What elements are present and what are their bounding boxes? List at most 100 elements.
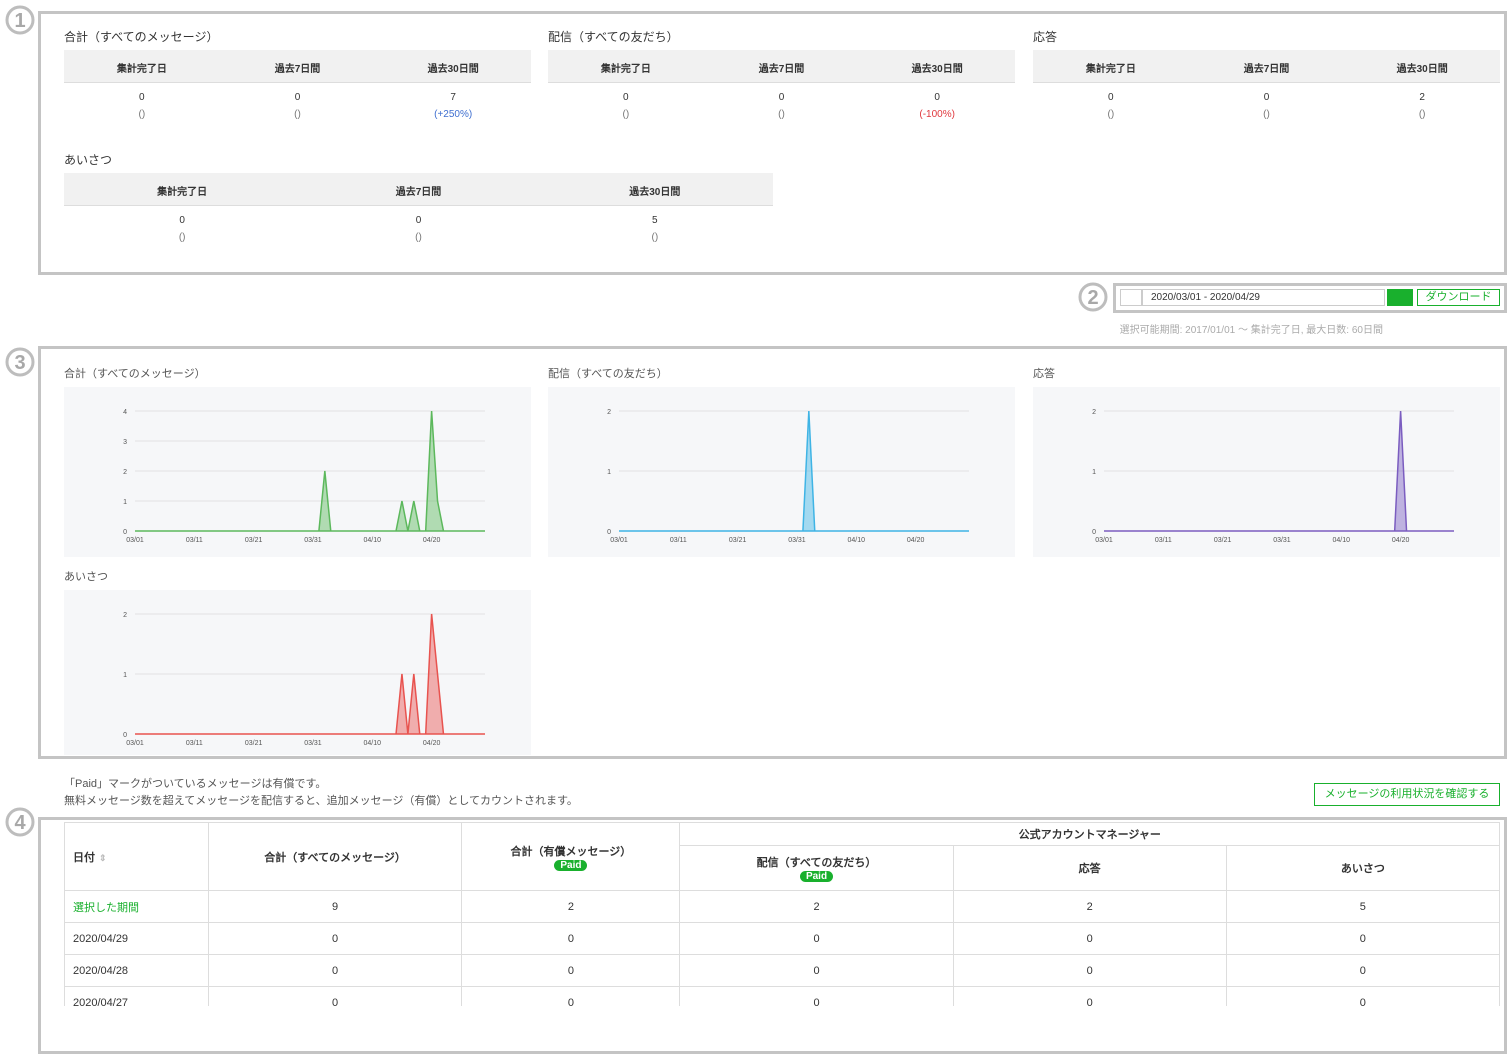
x-tick-label: 03/01: [126, 537, 144, 544]
summary-header: 過去30日間: [629, 187, 681, 198]
x-tick-label: 03/01: [610, 537, 628, 544]
x-tick-label: 03/31: [304, 740, 322, 747]
column-header: 応答: [952, 845, 1227, 891]
summary-value: 0: [179, 215, 185, 226]
y-tick-label: 0: [123, 732, 127, 739]
y-tick-label: 1: [607, 469, 611, 476]
summary-value: 0: [1108, 92, 1114, 103]
table-cell: 0: [952, 986, 1227, 1006]
table-cell: 0: [1225, 986, 1501, 1006]
section-box: [38, 817, 1507, 1054]
summary-header: 過去30日間: [427, 64, 479, 75]
section-box: [38, 11, 1507, 275]
x-tick-label: 03/21: [1214, 537, 1232, 544]
usage-button[interactable]: メッセージの利用状況を確認する: [1314, 783, 1500, 806]
x-tick-label: 04/10: [1333, 537, 1351, 544]
table-cell: 0: [679, 986, 954, 1006]
summary-change: (-100%): [919, 109, 955, 120]
summary-header: 集計完了日: [1085, 64, 1136, 75]
header-text: 日付: [73, 851, 95, 864]
summary-value: 7: [450, 92, 456, 103]
table-cell: 0: [1225, 954, 1501, 987]
summary-value: 0: [139, 92, 145, 103]
summary-header: 過去30日間: [1396, 64, 1448, 75]
summary-value: 0: [415, 215, 422, 226]
group-header: 公式アカウントマネージャー: [679, 822, 1500, 846]
summary-change: (): [1107, 109, 1115, 120]
x-tick-label: 03/21: [245, 537, 263, 544]
table-cell: 0: [952, 922, 1227, 955]
section-box: [38, 346, 1507, 759]
header-row: 日付 ⇕ 合計（すべてのメッセージ） 合計（有償メッセージ） Paid 公式アカウントマネ…: [64, 822, 1500, 891]
x-tick-label: 04/20: [907, 537, 925, 544]
chart-panel: [64, 387, 531, 557]
x-tick-label: 03/11: [186, 537, 203, 544]
summary-change: (): [1418, 109, 1426, 120]
area-line: [135, 613, 485, 735]
summary-change: (+250%): [434, 109, 473, 120]
x-tick-label: 04/20: [423, 740, 441, 747]
marker-number: 3: [14, 352, 25, 374]
x-tick-label: 03/31: [1273, 537, 1291, 544]
marker-circle: [5, 347, 35, 377]
table-cell: 5: [1225, 890, 1501, 923]
summary-value: 0: [623, 92, 629, 103]
table-cell: 2020/04/28: [64, 954, 209, 987]
y-tick-label: 0: [1092, 529, 1096, 536]
y-tick-label: 1: [123, 672, 127, 679]
summary-title: 合計（すべてのメッセージ）: [64, 30, 219, 44]
summary-change: (): [622, 109, 630, 120]
summary-value: 0: [294, 92, 301, 103]
table-wrap: 日付 ⇕ 合計（すべてのメッセージ） 合計（有償メッセージ） Paid 公式アカウントマネ…: [64, 822, 1501, 1006]
summary-title: あいさつ: [64, 153, 113, 167]
y-tick-label: 2: [1092, 409, 1096, 416]
y-tick-label: 1: [1092, 469, 1096, 476]
column-header: 日付 ⇕: [64, 822, 209, 891]
table-cell: 2: [461, 890, 681, 923]
marker-circle: [5, 5, 35, 35]
date-range-input: 2020/03/01 - 2020/04/29: [1142, 289, 1385, 306]
summary-header-band: [1033, 50, 1500, 83]
summary-value: 0: [934, 92, 940, 103]
sort-icon: ⇕: [99, 852, 107, 863]
summary-header-band: [64, 50, 531, 83]
area-line: [135, 410, 485, 532]
summary-header: 過去7日間: [274, 64, 321, 75]
table-cell: 0: [461, 922, 681, 955]
summary-header: 集計完了日: [116, 64, 167, 75]
table-cell: 0: [679, 954, 954, 987]
table-cell: 0: [461, 986, 681, 1006]
data-table: 日付 ⇕ 合計（すべてのメッセージ） 合計（有償メッセージ） Paid 公式アカウントマネ…: [64, 822, 1501, 1006]
chart-panel: [548, 387, 1015, 557]
summary-change: (): [294, 109, 301, 120]
x-tick-label: 03/01: [126, 740, 144, 747]
chart-panel: [64, 590, 531, 755]
download-button[interactable]: ダウンロード: [1417, 289, 1500, 306]
paid-badge: Paid: [554, 859, 588, 871]
table-row: 2020/04/29 0 0 0 0 0: [64, 922, 1501, 955]
summary-header: 過去7日間: [1243, 64, 1290, 75]
summary-value: 0: [778, 92, 785, 103]
summary-change: (): [138, 109, 146, 120]
summary-header: 過去7日間: [758, 64, 805, 75]
table-cell: 選択した期間: [64, 890, 209, 923]
table-cell: 0: [207, 954, 463, 987]
header-text: 合計（すべてのメッセージ）: [264, 851, 406, 864]
table-cell: 0: [207, 922, 463, 955]
search-button[interactable]: [1387, 289, 1413, 306]
header-text: 配信（すべての友だち）: [756, 857, 877, 869]
header-text: 合計（有償メッセージ）: [510, 845, 632, 858]
table-row: 2020/04/28 0 0 0 0 0: [64, 954, 1501, 987]
area-line: [619, 410, 969, 532]
marker-circle: [1078, 282, 1108, 312]
y-tick-label: 0: [607, 529, 611, 536]
marker-circle: [5, 807, 35, 837]
summary-title: 応答: [1033, 30, 1058, 44]
column-header: 合計（有償メッセージ） Paid: [461, 822, 681, 891]
y-tick-label: 3: [123, 439, 127, 446]
summary-change: (): [778, 109, 785, 120]
section-box: [1113, 283, 1507, 313]
marker-number: 2: [1087, 287, 1098, 309]
